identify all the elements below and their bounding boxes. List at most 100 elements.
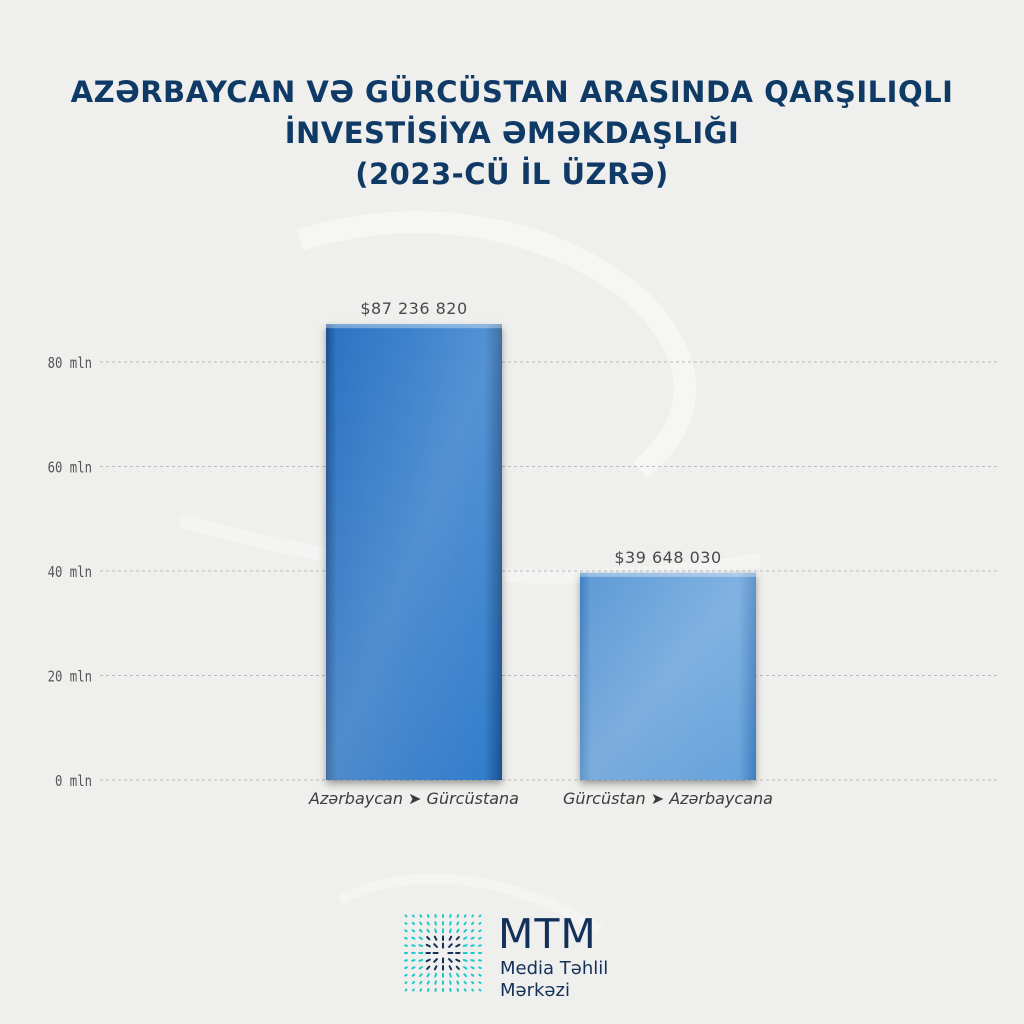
x-category-label: Gürcüstan ➤ Azərbaycana [563,789,773,808]
logo-dot [470,966,475,970]
logo-dot [418,928,423,933]
logo-subtitle-line-2: Mərkəzi [500,980,570,1001]
title-line-2: İNVESTİSİYA ƏMƏKDAŞLIĞI [284,116,740,150]
logo-dot [433,943,438,948]
bar-top-highlight [580,572,756,577]
logo-dot [411,929,416,933]
title-line-1: AZƏRBAYCAN VƏ GÜRCÜSTAN ARASINDA QARŞILI… [70,75,954,109]
y-tick-label: 40 mln [48,564,92,581]
mtm-logo-mark-icon [403,913,483,993]
logo-dot [470,973,475,977]
logo-dot [404,988,408,992]
logo-dot [471,988,475,992]
logo-dot [455,965,460,970]
logo-dot [411,981,415,985]
logo-dot [411,959,416,962]
logo-dot [470,959,475,962]
logo-dot [411,944,416,947]
chart-title: AZƏRBAYCAN VƏ GÜRCÜSTAN ARASINDA QARŞILI… [0,72,1024,195]
logo-dot [463,921,467,926]
logo-dot [419,921,423,926]
logo-dot [404,973,408,977]
logo-dot [456,988,460,992]
logo-dot [426,936,431,941]
logo-dot [418,958,424,962]
x-category-label: Azərbaycan ➤ Gürcüstana [308,789,519,808]
y-tick-label: 80 mln [48,355,92,372]
logo-dot [419,980,423,985]
logo-dot [419,914,423,918]
logo-dot [418,966,423,970]
y-tick-label: 20 mln [48,668,92,685]
logo-dot [456,914,460,918]
logo-dot [456,928,460,933]
mtm-logo: MTM Media Təhlil Mərkəzi [402,912,642,1012]
bar-shine [580,572,756,780]
logo-dot [433,935,438,941]
logo-dot [419,988,423,992]
logo-dot [426,921,430,926]
logo-dot [471,914,475,918]
logo-dot [462,958,468,962]
logo-dot [434,928,438,934]
logo-dot [471,921,475,925]
y-tick-label: 60 mln [48,459,92,476]
logo-dot [448,943,453,948]
logo-dot [456,973,460,978]
logo-dot [448,965,453,971]
logo-dot [455,958,461,963]
logo-dot [411,973,416,977]
logo-dot [433,965,438,971]
logo-dot [470,929,475,933]
logo-dot [478,988,482,992]
logo-dot [433,958,438,963]
logo-dot [418,936,423,940]
logo-dot [448,972,452,978]
logo-dot [448,928,452,934]
logo-dot [426,988,430,992]
logo-dot [426,980,430,985]
logo-dot [478,981,482,985]
data-label: $39 648 030 [614,548,721,567]
logo-subtitle-line-1: Media Təhlil [500,958,609,979]
logo-dot [478,929,482,933]
logo-dot [470,944,475,947]
logo-dot [426,973,430,978]
logo-dot [411,988,415,992]
logo-dot [449,921,452,926]
logo-dot [434,972,438,978]
logo-dot [478,921,482,925]
logo-dot [463,988,467,992]
logo-dot [411,966,416,970]
logo-dot [456,980,460,985]
logo-dot [418,944,424,948]
logo-dot [478,966,482,970]
logo-dot [463,936,468,940]
logo-dot [463,973,468,978]
logo-dot [404,921,408,925]
data-label: $87 236 820 [360,299,467,318]
logo-dot [463,980,467,985]
logo-dot [478,914,482,918]
logo-dot [456,921,460,926]
logo-dot [463,914,467,918]
logo-dot [425,958,431,963]
logo-subtitle: Media Təhlil Mərkəzi [500,958,608,1002]
logo-dot [411,914,415,918]
bar [326,324,502,780]
logo-dot [404,914,408,918]
logo-dot [463,928,468,933]
title-line-3: (2023-CÜ İL ÜZRƏ) [355,157,669,191]
logo-dot [425,943,431,948]
logo-dot [418,973,423,978]
logo-dot [404,936,408,940]
logo-dot [434,980,437,985]
logo-dot [471,981,475,985]
logo-dot [404,929,408,933]
logo-dot [448,958,453,963]
logo-dot [455,936,460,941]
logo-dot [463,966,468,970]
logo-dot [426,965,431,970]
logo-dot [404,966,408,970]
